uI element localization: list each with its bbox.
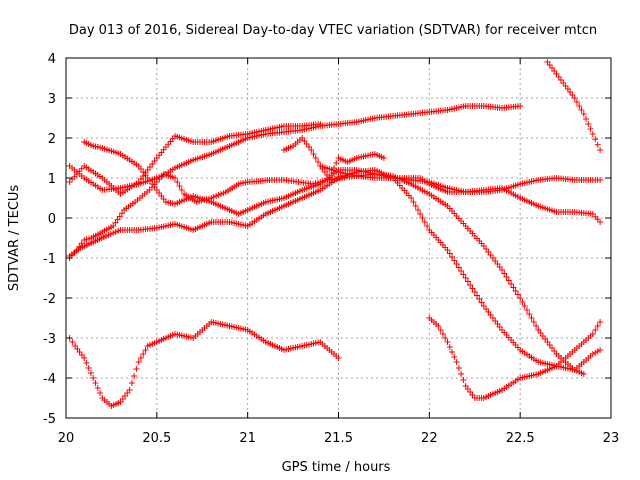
y-tick-label: -1 — [43, 252, 56, 267]
series-6-points — [66, 319, 342, 409]
x-tick-label: 21 — [239, 431, 256, 446]
y-tick-label: 4 — [48, 52, 56, 67]
y-tick-label: 0 — [48, 212, 56, 227]
series-2-points — [66, 121, 324, 197]
x-tick-label: 21.5 — [324, 431, 353, 446]
series-4 — [66, 103, 524, 193]
y-tick-label: 2 — [48, 132, 56, 147]
series-8-points — [544, 59, 604, 153]
series-6 — [66, 319, 342, 409]
series-10 — [281, 135, 387, 181]
series-5 — [66, 167, 604, 373]
series-1-points — [66, 171, 604, 261]
series-1 — [66, 171, 604, 261]
x-axis-label: GPS time / hours — [282, 460, 391, 475]
y-tick-label: -5 — [43, 412, 56, 427]
y-tick-label: -4 — [43, 372, 56, 387]
series-7 — [426, 315, 604, 401]
x-tick-label: 20 — [58, 431, 75, 446]
x-tick-label: 23 — [603, 431, 620, 446]
series-5-points — [66, 167, 604, 373]
chart-grid — [65, 57, 612, 419]
series-9-points — [317, 163, 587, 377]
x-tick-label: 20.5 — [142, 431, 171, 446]
y-tick-label: -2 — [43, 292, 56, 307]
x-tick-label: 22 — [421, 431, 438, 446]
x-tick-label: 22.5 — [506, 431, 535, 446]
y-tick-label: 3 — [48, 92, 56, 107]
series-4-points — [66, 103, 524, 193]
y-tick-label: -3 — [43, 332, 56, 347]
series-9 — [317, 163, 587, 377]
series-7-points — [426, 315, 604, 401]
chart-marks — [66, 59, 604, 409]
series-8 — [544, 59, 604, 153]
series-10-points — [281, 135, 387, 181]
chart-title: Day 013 of 2016, Sidereal Day-to-day VTE… — [69, 23, 597, 38]
series-2 — [66, 121, 324, 197]
y-axis-label: SDTVAR / TECUs — [7, 185, 22, 292]
y-tick-label: 1 — [48, 172, 56, 187]
